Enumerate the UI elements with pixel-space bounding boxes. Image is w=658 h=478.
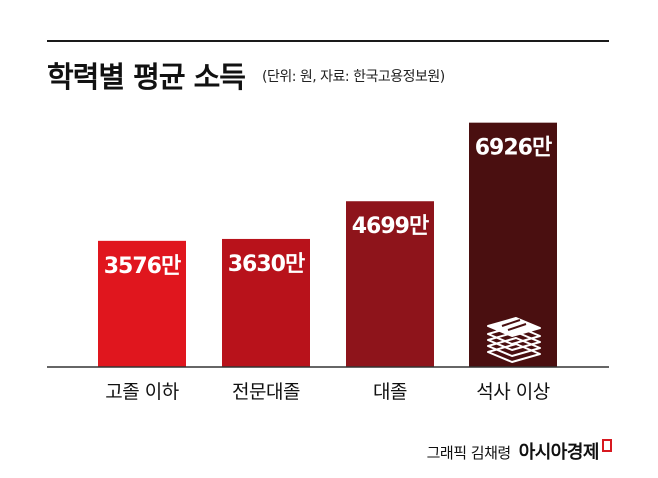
brand-logo: 아시아경제 — [518, 442, 600, 463]
bar-value-label: 4699만 — [352, 214, 429, 239]
chart-subtitle: (단위: 원, 자료: 한국고용정보원) — [262, 69, 445, 85]
graphic-credit: 그래픽 김채령 — [426, 444, 512, 462]
bar-value-label: 3630만 — [228, 252, 305, 277]
category-label: 전문대졸 — [232, 381, 300, 403]
category-label: 대졸 — [373, 381, 407, 403]
bar-3 — [346, 201, 434, 367]
money-stack-icon — [487, 317, 541, 363]
category-label: 석사 이상 — [476, 381, 549, 403]
category-label: 고졸 이하 — [105, 381, 178, 403]
bar-value-label: 3576만 — [104, 254, 181, 279]
chart-title: 학력별 평균 소득 — [47, 60, 246, 94]
top-rule — [47, 40, 609, 42]
bar-1 — [98, 240, 186, 367]
bar-value-label: 6926만 — [475, 136, 552, 161]
bar-2 — [222, 238, 310, 367]
brand-mark-icon — [602, 439, 612, 452]
credit-line: 그래픽 김채령 아시아경제 — [427, 438, 612, 464]
